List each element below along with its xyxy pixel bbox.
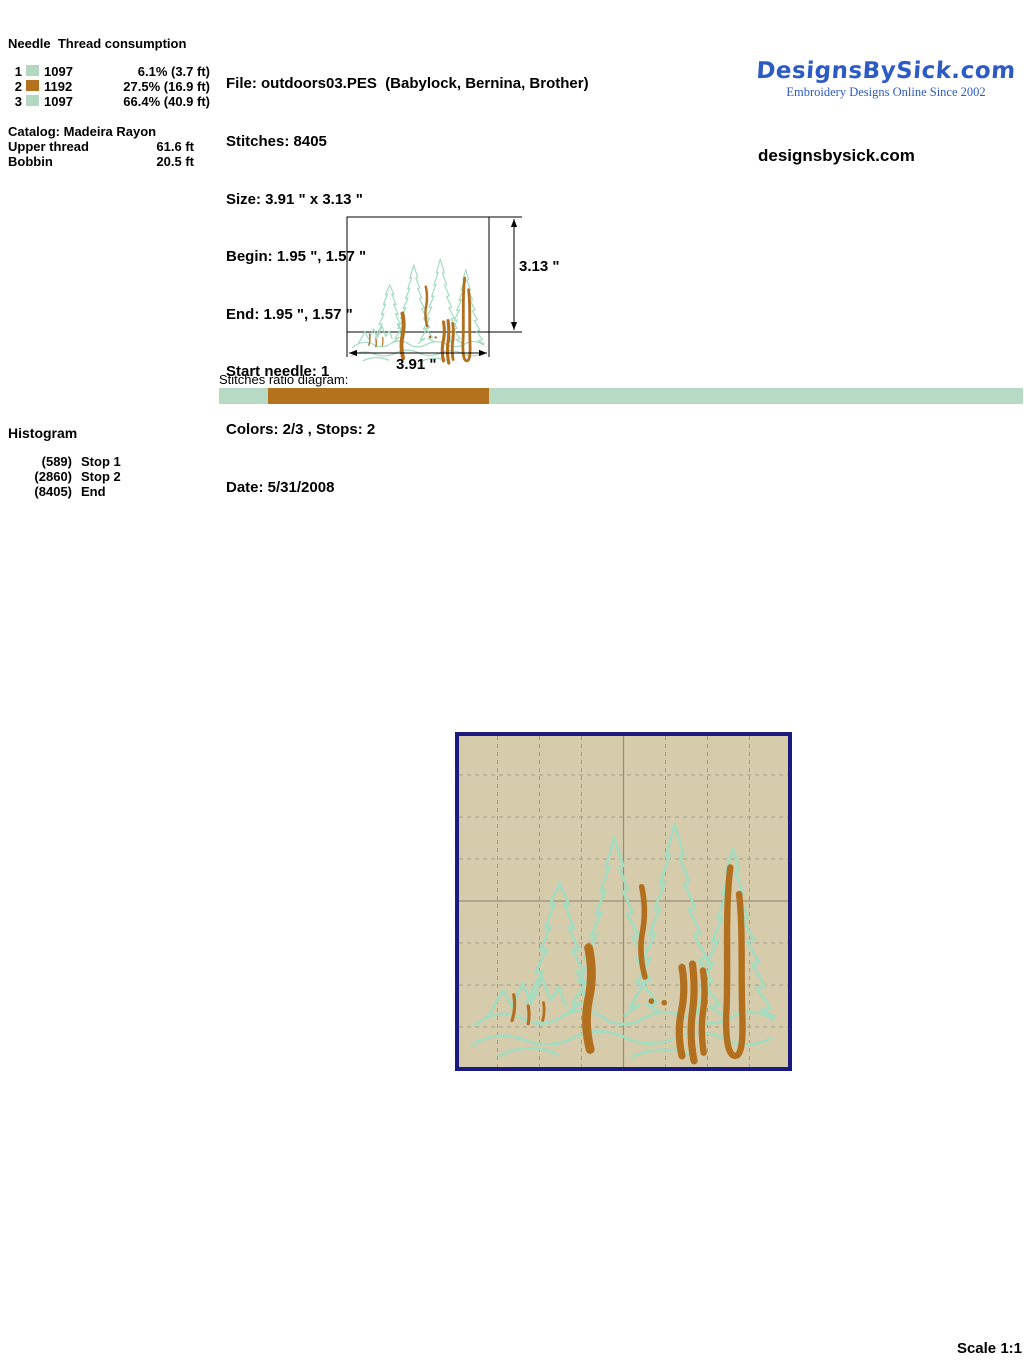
histogram-row: (2860) Stop 2 <box>8 469 121 484</box>
upper-thread-row: Upper thread 61.6 ft <box>8 139 194 154</box>
needle-number: 3 <box>14 94 22 109</box>
ratio-segment <box>489 388 1023 404</box>
ratio-diagram-label: Stitches ratio diagram: <box>219 372 349 387</box>
design-preview-canvas <box>459 736 788 1067</box>
file-info-line: File: outdoors03.PES (Babylock, Bernina,… <box>226 75 589 93</box>
thread-table-header: Needle Thread consumption <box>8 36 187 51</box>
thread-code: 1097 <box>44 64 73 79</box>
bobbin-row: Bobbin 20.5 ft <box>8 154 194 169</box>
stitches-ratio-bar <box>219 388 1023 404</box>
logo-tagline: Embroidery Designs Online Since 2002 <box>786 85 986 99</box>
thumbnail-bounding-box <box>346 216 490 333</box>
stop-label: Stop 1 <box>81 454 121 469</box>
width-dimension-label: 3.91 " <box>396 356 437 373</box>
designsbysick-logo: DesignsBySick.com <box>755 58 1017 84</box>
thread-color-swatch <box>26 95 39 106</box>
design-thumbnail <box>349 257 487 365</box>
thread-row: 3 1097 66.4% (40.9 ft) <box>8 94 210 109</box>
stop-label: Stop 2 <box>81 469 121 484</box>
scale-label: Scale 1:1 <box>956 1340 1022 1357</box>
thread-row: 2 1192 27.5% (16.9 ft) <box>8 79 210 94</box>
thread-table: 1 1097 6.1% (3.7 ft) 2 1192 27.5% (16.9 … <box>8 64 210 109</box>
file-info-panel: File: outdoors03.PES (Babylock, Bernina,… <box>226 36 589 535</box>
brand-block: DesignsBySick.com Embroidery Designs Onl… <box>755 58 1017 100</box>
thread-color-swatch <box>26 80 39 91</box>
thread-consumption: 27.5% (16.9 ft) <box>123 79 210 94</box>
website-text: designsbysick.com <box>758 146 915 165</box>
thread-consumption: 6.1% (3.7 ft) <box>137 64 210 79</box>
histogram-row: (8405) End <box>8 484 121 499</box>
ratio-segment <box>268 388 490 404</box>
catalog-line: Catalog: Madeira Rayon <box>8 124 157 139</box>
upper-thread-value: 61.6 ft <box>156 139 194 154</box>
thread-color-swatch <box>26 65 39 76</box>
thread-code: 1097 <box>44 94 73 109</box>
file-info-line: Begin: 1.95 ", 1.57 " <box>226 248 367 266</box>
file-info-line: Size: 3.91 " x 3.13 " <box>226 190 363 208</box>
stitch-count: (8405) <box>34 484 72 499</box>
file-info-line: Date: 5/31/2008 <box>226 478 335 496</box>
grid-lines <box>459 736 788 1067</box>
file-info-line: Start needle: 1 <box>226 363 330 381</box>
bobbin-label: Bobbin <box>8 154 53 169</box>
thread-code: 1192 <box>44 79 73 94</box>
histogram-title: Histogram <box>8 425 78 441</box>
thread-consumption: 66.4% (40.9 ft) <box>123 94 210 109</box>
bobbin-value: 20.5 ft <box>156 154 194 169</box>
stitch-count: (2860) <box>34 469 72 484</box>
design-preview-hoop <box>455 732 792 1071</box>
dimension-lines <box>346 216 522 357</box>
design-thumbnail-figure <box>346 216 522 365</box>
needle-number: 2 <box>14 79 22 94</box>
thread-row: 1 1097 6.1% (3.7 ft) <box>8 64 210 79</box>
file-info-line: Stitches: 8405 <box>226 133 327 151</box>
upper-thread-label: Upper thread <box>8 139 89 154</box>
height-dimension-label: 3.13 " <box>519 258 560 275</box>
stop-label: End <box>81 484 106 499</box>
file-info-line: End: 1.95 ", 1.57 " <box>226 305 353 323</box>
needle-number: 1 <box>14 64 22 79</box>
stitch-count: (589) <box>41 454 72 469</box>
histogram-rows: (589) Stop 1 (2860) Stop 2 (8405) End <box>8 454 121 499</box>
histogram-row: (589) Stop 1 <box>8 454 121 469</box>
ratio-segment <box>219 388 269 404</box>
grid-center-lines <box>459 736 788 1067</box>
file-info-line: Colors: 2/3 , Stops: 2 <box>226 421 376 439</box>
